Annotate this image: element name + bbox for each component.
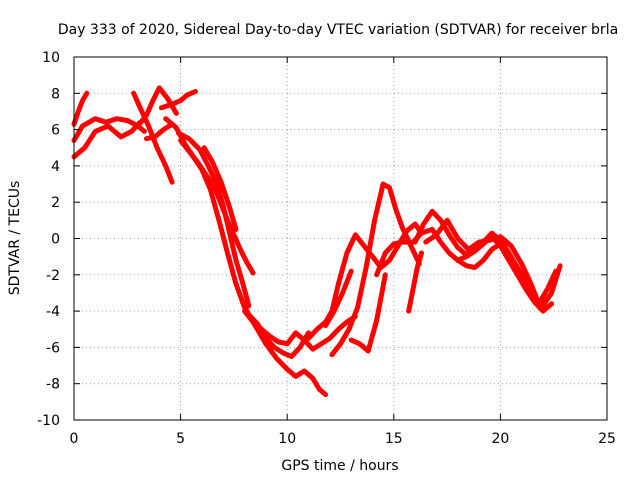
y-tick-label: 0	[51, 232, 60, 248]
y-tick-label: 6	[51, 123, 60, 139]
y-tick-label: 2	[51, 195, 60, 211]
series-arc-14	[246, 312, 311, 359]
series-arc-2	[71, 90, 90, 127]
x-tick-label: 10	[278, 431, 296, 447]
x-tick-label: 0	[70, 431, 79, 447]
series-arc-18	[348, 272, 388, 354]
x-tick-label: 5	[176, 431, 185, 447]
series-arc-19	[374, 239, 412, 278]
y-tick-labels: -10 -8 -6 -4 -2 0 2 4 6 8 10	[37, 50, 60, 429]
series-arc-9	[176, 130, 252, 309]
series-arc-10	[178, 138, 256, 276]
y-tick-label: -10	[37, 413, 60, 429]
y-tick-label: 4	[51, 159, 60, 175]
series-arc-7	[158, 89, 198, 111]
series-arc-16	[329, 181, 422, 358]
y-tick-label: -2	[46, 268, 60, 284]
series-arc-11	[201, 145, 239, 232]
x-axis-label: GPS time / hours	[281, 458, 398, 474]
y-axis-label: SDTVAR / TECUs	[7, 181, 23, 296]
y-tick-label: -8	[46, 377, 60, 393]
grid	[74, 57, 607, 420]
y-tick-label: 10	[42, 50, 60, 66]
chart-title: Day 333 of 2020, Sidereal Day-to-day VTE…	[58, 22, 618, 38]
series-arc-3	[71, 119, 143, 160]
series-layer	[71, 85, 563, 398]
series-arc-6	[144, 121, 175, 142]
series-arc-20	[406, 250, 424, 314]
x-tick-label: 15	[385, 431, 403, 447]
series-arc-24	[455, 234, 555, 314]
x-tick-labels: 0 5 10 15 20 25	[70, 431, 616, 447]
series-arc-17	[323, 268, 354, 329]
series-arc-5	[135, 85, 179, 129]
ticks	[73, 56, 608, 421]
x-tick-label: 20	[491, 431, 509, 447]
x-tick-label: 25	[598, 431, 616, 447]
y-tick-label: 8	[51, 86, 60, 102]
y-tick-label: -4	[46, 304, 60, 320]
plot-frame	[73, 56, 608, 421]
y-tick-label: -6	[46, 340, 60, 356]
